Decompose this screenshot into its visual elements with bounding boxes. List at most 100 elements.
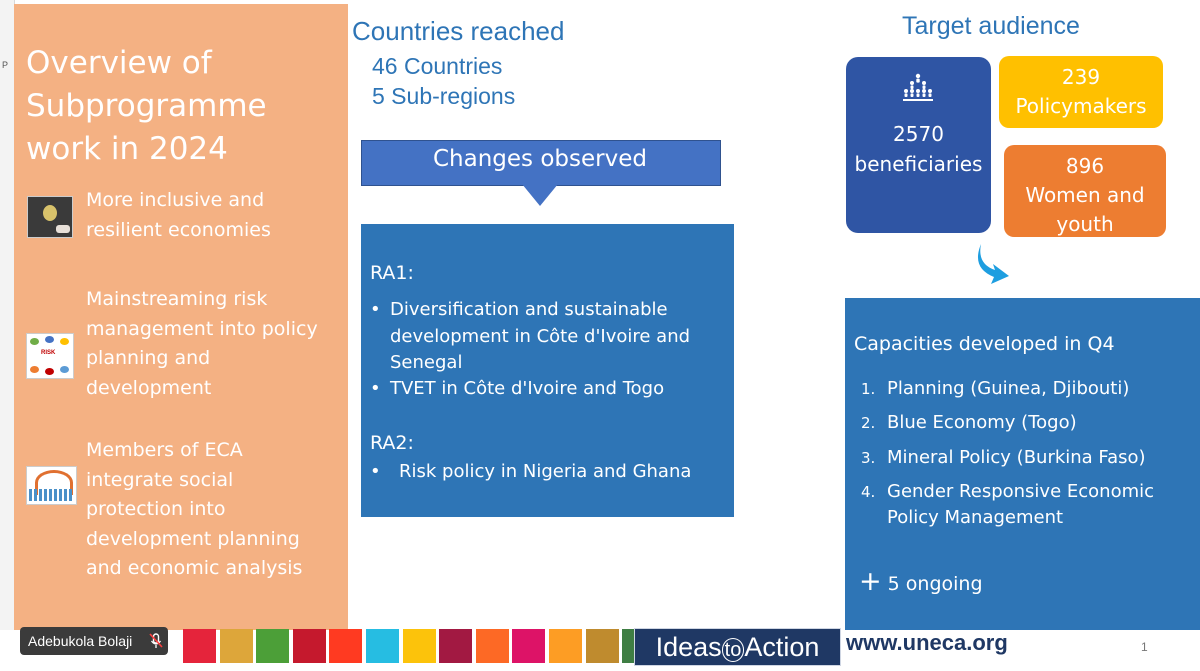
ra2-heading: RA2:	[370, 432, 414, 454]
mic-muted-icon[interactable]	[149, 633, 163, 649]
diagram-dot	[30, 366, 39, 373]
ideas-to-action-logo: Ideas to Action	[634, 628, 841, 666]
item-line: and economic analysis	[86, 557, 303, 579]
ra-line: Diversification and sustainable	[390, 299, 668, 320]
slide-panel-edge: P	[0, 0, 15, 671]
women-youth-label: youth	[1056, 212, 1114, 236]
women-youth-count: 896	[1065, 154, 1105, 178]
capacity-line: Blue Economy (Togo)	[887, 412, 1077, 433]
capacity-item: 1. Planning (Guinea, Djibouti)	[861, 376, 1187, 402]
item-line: integrate social	[86, 468, 234, 491]
sdg-tile	[183, 629, 216, 663]
edge-glyph: P	[2, 60, 9, 70]
bullet-icon: •	[370, 461, 381, 482]
down-arrow-icon	[522, 184, 558, 206]
policymakers-card: 239 Policymakers	[999, 56, 1163, 128]
diagram-dot	[30, 338, 39, 345]
sdg-tile	[549, 629, 582, 663]
diagram-dot	[60, 338, 69, 345]
changes-observed-banner	[361, 140, 721, 186]
sdg-tile	[475, 629, 509, 663]
overview-item-2: Mainstreaming risk management into polic…	[86, 285, 318, 403]
sdg-tile	[219, 629, 253, 663]
ra1-heading: RA1:	[370, 262, 414, 284]
item-line: development	[86, 376, 212, 399]
ra1-item-1: • Diversification and sustainable develo…	[370, 297, 691, 377]
logo-text: to	[721, 638, 745, 662]
ongoing-label: 5 ongoing	[887, 573, 983, 595]
capacity-number: 2.	[861, 414, 876, 432]
capacity-line: Policy Management	[887, 507, 1064, 528]
overview-title-line: Subprogramme	[26, 88, 267, 124]
sdg-tile	[366, 629, 399, 663]
risk-label: RISK	[41, 350, 56, 356]
item-line: Mainstreaming risk	[86, 288, 268, 310]
ra-line: TVET in Côte d'Ivoire and Togo	[390, 378, 665, 399]
capacity-number: 4.	[861, 483, 876, 501]
diagram-dot	[60, 366, 69, 373]
results-box: RA1: • Diversification and sustainable d…	[361, 224, 734, 517]
logo-text: Action	[744, 632, 820, 662]
sdg-tile	[402, 629, 436, 663]
ra-line: development in Côte d'Ivoire and	[390, 325, 691, 347]
hand-icon	[56, 225, 70, 233]
countries-title: Countries reached	[352, 16, 565, 46]
item-line: More inclusive and	[86, 189, 265, 211]
policymakers-label: Policymakers	[1015, 94, 1147, 118]
participant-name-tag[interactable]: Adebukola Bolaji	[20, 627, 168, 655]
logo-text: Ideas	[655, 632, 722, 662]
item-line: management into policy	[86, 317, 318, 340]
bulb-icon	[43, 205, 57, 221]
curved-arrow-icon	[977, 244, 1009, 284]
slide-number: 1	[1141, 640, 1148, 654]
ra-line: Risk policy in Nigeria and Ghana	[399, 461, 692, 482]
ra1-item-2: • TVET in Côte d'Ivoire and Togo	[370, 376, 665, 403]
umbrella-arc-icon	[35, 470, 73, 495]
ra2-item-1: • Risk policy in Nigeria and Ghana	[370, 459, 692, 486]
overview-title: Overview of Subprogramme work in 2024	[26, 42, 336, 171]
capacity-line: Mineral Policy (Burkina Faso)	[887, 447, 1146, 468]
beneficiaries-label: beneficiaries	[854, 152, 983, 176]
group-people-icon	[903, 73, 933, 101]
capacities-title: Capacities developed in Q4	[854, 333, 1115, 355]
beneficiaries-card: 2570 beneficiaries	[846, 57, 991, 233]
sdg-tile	[329, 629, 363, 663]
item-line: resilient economies	[86, 218, 271, 241]
overview-title-line: work in 2024	[26, 131, 228, 167]
overview-panel	[14, 4, 348, 634]
overview-title-line: Overview of	[26, 45, 212, 81]
overview-item-1: More inclusive and resilient economies	[86, 186, 271, 245]
sdg-tile	[512, 629, 546, 663]
capacity-item: 2. Blue Economy (Togo)	[861, 410, 1187, 436]
women-youth-card: 896 Women and youth	[1004, 145, 1166, 237]
capacity-number: 1.	[861, 380, 876, 398]
diagram-dot	[45, 368, 54, 375]
people-row-icon	[29, 489, 74, 501]
item-line: Members of ECA	[86, 439, 243, 461]
risk-management-diagram-image: RISK	[26, 333, 74, 379]
item-line: planning and	[86, 347, 211, 369]
website-url: www.uneca.org	[846, 630, 1008, 655]
plus-sign: +	[859, 566, 882, 597]
item-line: protection into	[86, 498, 226, 520]
participant-name: Adebukola Bolaji	[28, 633, 133, 649]
capacity-number: 3.	[861, 449, 876, 467]
sdg-tile	[439, 629, 473, 663]
capacity-item: 3. Mineral Policy (Burkina Faso)	[861, 445, 1187, 471]
women-youth-label: Women and	[1025, 183, 1145, 207]
ongoing-count: + 5 ongoing	[859, 566, 983, 597]
policymakers-count: 239	[1061, 65, 1101, 89]
ra-line: Senegal	[390, 352, 463, 373]
overview-item-3: Members of ECA integrate social protecti…	[86, 436, 302, 584]
diagram-dot	[45, 336, 54, 343]
capacity-line: Gender Responsive Economic	[887, 481, 1155, 502]
social-protection-people-image	[26, 466, 77, 505]
bullet-icon: •	[370, 378, 381, 399]
capacity-item: 4. Gender Responsive Economic Policy Man…	[861, 479, 1187, 531]
capacity-line: Planning (Guinea, Djibouti)	[887, 378, 1130, 399]
capacities-box: Capacities developed in Q4 1. Planning (…	[845, 298, 1200, 630]
lightbulb-hand-image	[27, 196, 73, 238]
beneficiaries-count: 2570	[893, 122, 944, 146]
sdg-tile	[585, 629, 619, 663]
